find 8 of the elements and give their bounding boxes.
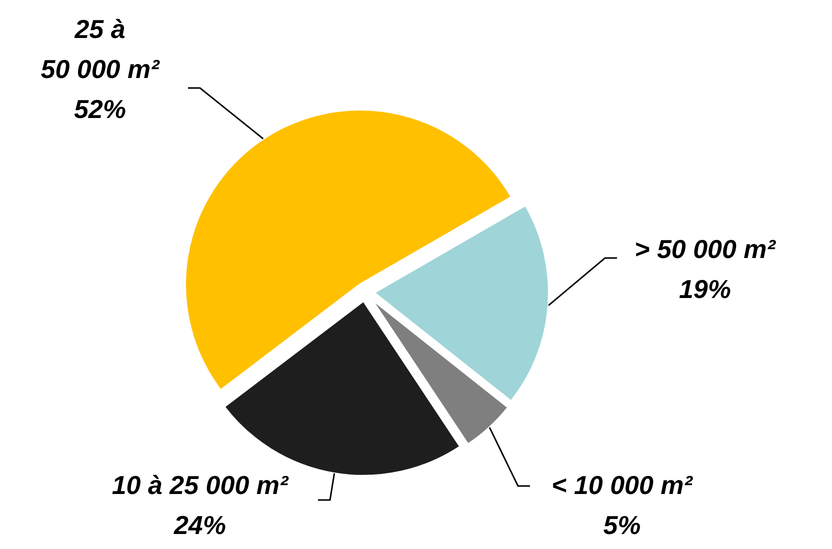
slice-label: 25 à 50 000 m² [40, 14, 161, 84]
slice-label: < 10 000 m² [552, 470, 694, 500]
data-label: 19% [678, 274, 732, 304]
data-label: 24% [172, 510, 226, 540]
slice-label: 10 à 25 000 m² [112, 470, 290, 500]
data-label: 52% [74, 94, 126, 124]
slice-label: > 50 000 m² [634, 234, 777, 264]
data-label: 5% [603, 510, 641, 540]
